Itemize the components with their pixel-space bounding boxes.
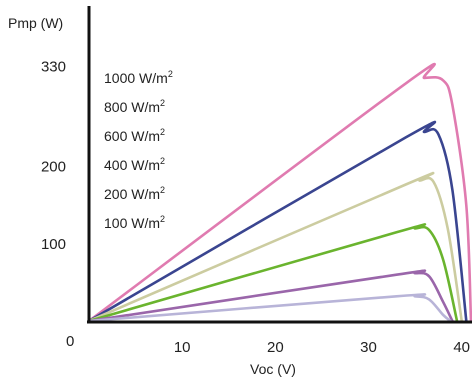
legend-entry-800-w-m2: 800 W/m2 bbox=[104, 98, 165, 115]
x-axis-label: Voc (V) bbox=[250, 361, 296, 377]
legend-entry-600-w-m2: 600 W/m2 bbox=[104, 127, 165, 144]
origin-label: 0 bbox=[66, 333, 74, 350]
legend-entry-100-w-m2: 100 W/m2 bbox=[104, 214, 165, 231]
series-layer bbox=[87, 62, 472, 323]
axis-layer bbox=[87, 6, 472, 324]
x-tick-label-20: 20 bbox=[267, 339, 284, 356]
y-axis-label: Pmp (W) bbox=[8, 15, 63, 31]
y-tick-label-330: 330 bbox=[41, 58, 66, 75]
legend-entry-200-w-m2: 200 W/m2 bbox=[104, 185, 165, 202]
y-tick-label-100: 100 bbox=[41, 236, 66, 253]
series-line-1000-w-m2 bbox=[87, 62, 472, 323]
series-line-100-w-m2 bbox=[87, 293, 452, 323]
legend-entry-1000-w-m2: 1000 W/m2 bbox=[104, 69, 173, 86]
x-tick-label-40: 40 bbox=[453, 339, 470, 356]
x-tick-label-10: 10 bbox=[174, 339, 191, 356]
y-tick-label-200: 200 bbox=[41, 159, 66, 176]
legend-entry-400-w-m2: 400 W/m2 bbox=[104, 156, 165, 173]
series-line-600-w-m2 bbox=[87, 171, 463, 323]
series-line-400-w-m2 bbox=[87, 223, 459, 323]
tick-layer: 10 20 30 40 100 200 330 bbox=[41, 58, 470, 356]
series-line-800-w-m2 bbox=[87, 120, 468, 323]
x-tick-label-30: 30 bbox=[360, 339, 377, 356]
legend: 1000 W/m2 800 W/m2 600 W/m2 400 W/m2 200 W/m… bbox=[104, 69, 173, 231]
series-line-200-w-m2 bbox=[87, 269, 454, 323]
